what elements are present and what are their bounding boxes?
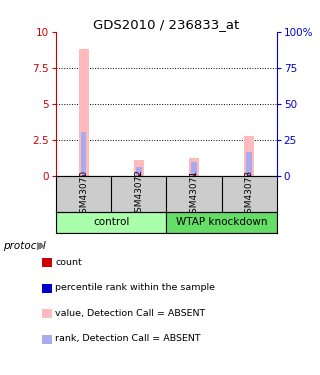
Text: protocol: protocol — [3, 241, 46, 250]
Bar — [134, 160, 144, 176]
Bar — [189, 158, 199, 176]
Text: count: count — [55, 258, 82, 267]
Bar — [166, 211, 277, 232]
Text: GSM43072: GSM43072 — [134, 170, 143, 219]
Text: WTAP knockdown: WTAP knockdown — [176, 217, 267, 227]
Bar — [81, 132, 86, 176]
Bar — [83, 175, 85, 176]
Text: rank, Detection Call = ABSENT: rank, Detection Call = ABSENT — [55, 334, 201, 344]
Text: value, Detection Call = ABSENT: value, Detection Call = ABSENT — [55, 309, 205, 318]
Text: percentile rank within the sample: percentile rank within the sample — [55, 284, 215, 292]
Bar — [248, 175, 250, 176]
Bar — [193, 175, 195, 176]
Bar — [79, 49, 89, 176]
Text: GSM43070: GSM43070 — [79, 170, 88, 219]
Text: control: control — [93, 217, 129, 227]
Title: GDS2010 / 236833_at: GDS2010 / 236833_at — [93, 18, 240, 31]
Bar — [138, 175, 140, 176]
Bar — [244, 136, 254, 176]
Text: GSM43073: GSM43073 — [245, 170, 254, 219]
Text: GSM43071: GSM43071 — [189, 170, 198, 219]
Bar — [191, 162, 197, 176]
Bar — [246, 153, 252, 176]
Bar — [56, 211, 166, 232]
Bar — [136, 167, 141, 176]
Text: ▶: ▶ — [37, 241, 45, 250]
